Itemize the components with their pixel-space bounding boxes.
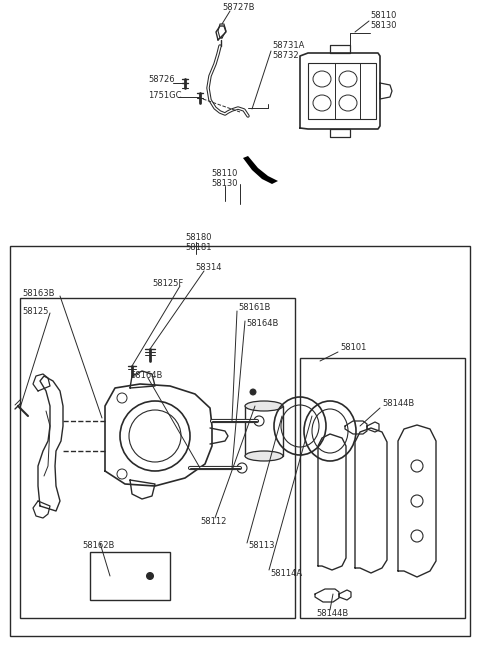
Circle shape (146, 572, 154, 579)
Bar (90, 552, 170, 600)
Circle shape (250, 389, 256, 395)
Text: 58727B: 58727B (222, 3, 254, 12)
Text: 58112: 58112 (200, 517, 227, 525)
Text: 58314: 58314 (195, 264, 221, 273)
Text: 58101: 58101 (340, 344, 366, 353)
Text: 58164B: 58164B (130, 371, 162, 380)
Bar (10, 246, 470, 636)
Text: 58726: 58726 (148, 76, 175, 85)
Text: 58162B: 58162B (82, 541, 114, 550)
Text: 58110: 58110 (370, 12, 396, 21)
Text: 58130: 58130 (370, 21, 396, 30)
Text: 58181: 58181 (185, 242, 212, 251)
Text: 58732: 58732 (272, 50, 299, 59)
Text: 1751GC: 1751GC (148, 92, 181, 101)
Bar (245, 406, 283, 456)
Ellipse shape (245, 401, 283, 411)
Text: 58180: 58180 (185, 233, 212, 242)
Bar (20, 298, 295, 618)
Bar (300, 358, 465, 618)
Polygon shape (243, 156, 278, 184)
Text: 58125F: 58125F (152, 280, 183, 289)
Text: 58144B: 58144B (382, 399, 414, 408)
Text: 58144B: 58144B (316, 609, 348, 618)
Text: 58113: 58113 (248, 541, 275, 550)
Text: 58114A: 58114A (270, 570, 302, 579)
Text: 58110: 58110 (212, 169, 238, 178)
Text: 58161B: 58161B (238, 304, 270, 313)
Text: 58130: 58130 (212, 180, 238, 189)
Bar (308, 63, 376, 119)
Text: 58164B: 58164B (246, 320, 278, 329)
Text: 58163B: 58163B (22, 289, 55, 298)
Text: 58125: 58125 (22, 306, 48, 315)
Ellipse shape (245, 451, 283, 461)
Text: 58731A: 58731A (272, 41, 304, 50)
